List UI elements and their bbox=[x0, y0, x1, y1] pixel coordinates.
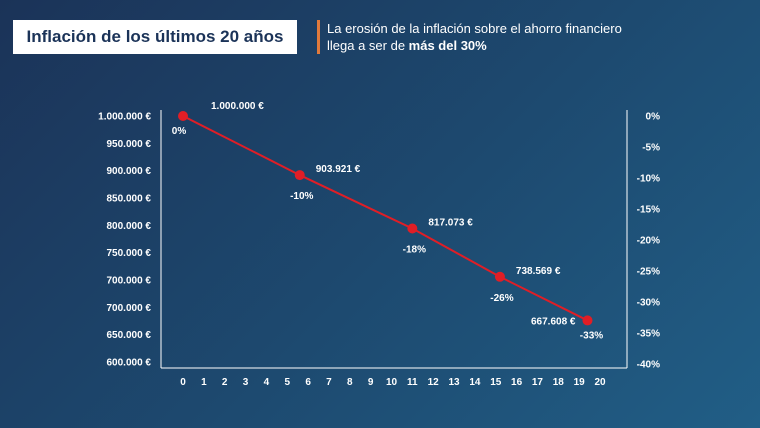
data-point bbox=[582, 315, 593, 326]
data-percent-label: -10% bbox=[290, 191, 313, 202]
y-left-tick-label: 700.000 € bbox=[107, 276, 152, 287]
x-tick-label: 16 bbox=[511, 377, 523, 388]
x-tick-label: 4 bbox=[264, 377, 270, 388]
data-percent-label: -33% bbox=[580, 330, 603, 341]
x-tick-label: 9 bbox=[368, 377, 374, 388]
chart-title: Inflación de los últimos 20 años bbox=[13, 20, 297, 54]
data-value-label: 738.569 € bbox=[516, 266, 561, 277]
y-right-tick-label: -30% bbox=[637, 298, 660, 309]
y-left-tick-label: 650.000 € bbox=[107, 330, 152, 341]
data-point bbox=[494, 271, 505, 282]
y-right-tick-label: -40% bbox=[637, 360, 660, 371]
x-tick-label: 3 bbox=[243, 377, 249, 388]
x-tick-label: 1 bbox=[201, 377, 207, 388]
x-tick-label: 6 bbox=[305, 377, 311, 388]
x-tick-label: 11 bbox=[407, 377, 418, 388]
x-tick-label: 15 bbox=[490, 377, 502, 388]
x-tick-label: 2 bbox=[222, 377, 228, 388]
x-tick-label: 8 bbox=[347, 377, 353, 388]
data-value-label: 903.921 € bbox=[316, 164, 361, 175]
data-point bbox=[178, 111, 188, 121]
subtitle-text: La erosión de la inflación sobre el ahor… bbox=[327, 21, 622, 53]
subtitle-highlight: más del 30% bbox=[408, 38, 487, 53]
series-line bbox=[182, 115, 588, 322]
y-left-tick-label: 700.000 € bbox=[107, 303, 152, 314]
x-tick-label: 19 bbox=[574, 377, 586, 388]
y-left-tick-label: 600.000 € bbox=[107, 358, 152, 369]
y-left-tick-label: 800.000 € bbox=[107, 221, 152, 232]
x-tick-label: 7 bbox=[326, 377, 332, 388]
y-right-tick-label: 0% bbox=[646, 112, 661, 123]
y-right-tick-label: -20% bbox=[637, 236, 660, 247]
data-percent-label: -26% bbox=[490, 293, 513, 304]
x-tick-label: 18 bbox=[553, 377, 565, 388]
x-tick-label: 10 bbox=[386, 377, 398, 388]
data-point bbox=[294, 170, 305, 181]
y-left-tick-label: 900.000 € bbox=[107, 166, 152, 177]
y-right-tick-label: -10% bbox=[637, 174, 660, 185]
y-left-tick-label: 1.000.000 € bbox=[98, 112, 151, 123]
x-tick-label: 17 bbox=[532, 377, 544, 388]
data-value-label: 667.608 € bbox=[531, 316, 576, 327]
x-tick-label: 0 bbox=[180, 377, 186, 388]
x-tick-label: 5 bbox=[284, 377, 290, 388]
data-value-label: 1.000.000 € bbox=[211, 101, 264, 112]
data-percent-label: 0% bbox=[172, 126, 187, 137]
x-tick-label: 14 bbox=[469, 377, 481, 388]
data-percent-label: -18% bbox=[403, 245, 426, 256]
x-tick-label: 12 bbox=[428, 377, 440, 388]
y-right-tick-label: -35% bbox=[637, 329, 660, 340]
data-point bbox=[407, 223, 418, 234]
y-left-tick-label: 750.000 € bbox=[107, 248, 152, 259]
y-right-tick-label: -25% bbox=[637, 267, 660, 278]
data-value-label: 817.073 € bbox=[428, 218, 473, 229]
x-tick-label: 20 bbox=[594, 377, 606, 388]
y-right-tick-label: -15% bbox=[637, 205, 660, 216]
x-tick-label: 13 bbox=[448, 377, 460, 388]
chart-subtitle: La erosión de la inflación sobre el ahor… bbox=[317, 20, 627, 54]
y-left-tick-label: 850.000 € bbox=[107, 194, 152, 205]
y-left-tick-label: 950.000 € bbox=[107, 139, 152, 150]
y-right-tick-label: -5% bbox=[642, 143, 660, 154]
